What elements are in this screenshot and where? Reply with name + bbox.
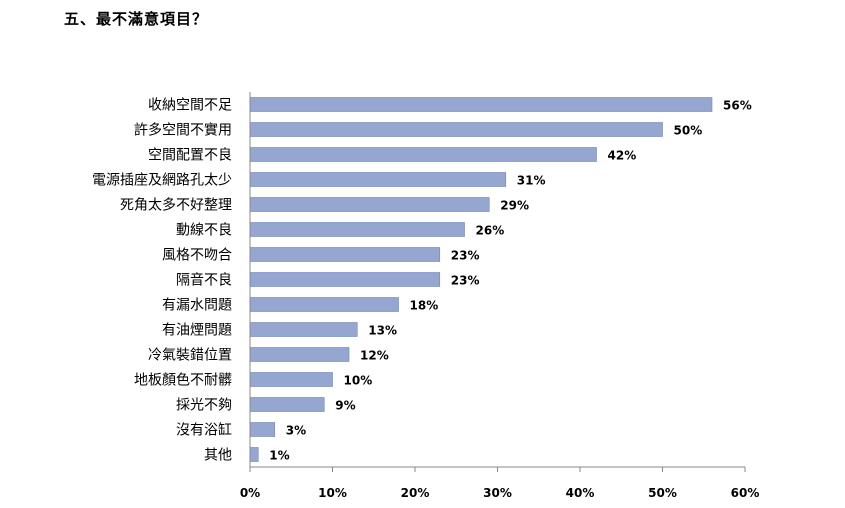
value-label: 18%: [410, 299, 439, 313]
bar: [249, 197, 490, 212]
value-label: 23%: [451, 249, 480, 263]
x-tick-label: 0%: [240, 486, 260, 500]
category-label: 有漏水問題: [162, 298, 232, 314]
bar: [249, 397, 325, 412]
value-label: 31%: [517, 174, 546, 188]
category-label: 空間配置不良: [148, 148, 232, 164]
x-ticks-group: 0% 10% 20% 30% 40% 50% 60%: [240, 467, 760, 500]
value-label: 9%: [335, 399, 355, 413]
bar: [249, 322, 358, 337]
bar: [249, 297, 399, 312]
category-label: 電源插座及網路孔太少: [92, 173, 232, 189]
value-label: 12%: [360, 349, 389, 363]
category-label: 許多空間不實用: [134, 122, 232, 139]
x-tick-label: 10%: [318, 486, 347, 500]
bar: [249, 222, 465, 237]
bar: [249, 447, 259, 462]
bar: [249, 422, 276, 437]
category-label: 收納空間不足: [148, 98, 232, 114]
x-tick-label: 60%: [731, 486, 760, 500]
category-label: 地板顏色不耐髒: [134, 372, 232, 389]
value-label: 3%: [286, 424, 306, 438]
category-label: 其他: [204, 448, 232, 464]
bar: [249, 272, 441, 287]
category-label: 採光不夠: [176, 398, 232, 414]
x-tick-label: 30%: [483, 486, 512, 500]
value-label: 50%: [674, 124, 703, 138]
category-label: 動線不良: [176, 223, 232, 239]
x-tick-label: 40%: [566, 486, 595, 500]
category-labels-group: 收納空間不足許多空間不實用空間配置不良電源插座及網路孔太少死角太多不好整理動線不…: [92, 98, 232, 464]
bar: [249, 122, 663, 137]
category-label: 風格不吻合: [162, 248, 232, 264]
value-label: 13%: [368, 324, 397, 338]
bar: [249, 372, 333, 387]
bar: [249, 347, 350, 362]
value-label: 10%: [344, 374, 373, 388]
bar: [249, 247, 441, 262]
x-tick-label: 20%: [401, 486, 430, 500]
category-label: 沒有浴缸: [176, 422, 232, 439]
value-label: 42%: [608, 149, 637, 163]
bar: [249, 147, 597, 162]
bar: [249, 97, 713, 112]
category-label: 死角太多不好整理: [120, 197, 232, 214]
bar: [249, 172, 507, 187]
value-label: 29%: [500, 199, 529, 213]
value-labels-group: 56% 50% 42% 31% 29% 26% 23% 23% 18% 13% 12% 10% 9% 3%…: [269, 99, 751, 463]
value-label: 56%: [723, 99, 752, 113]
category-label: 隔音不良: [176, 272, 232, 289]
value-label: 1%: [269, 449, 289, 463]
page-title: 五、最不滿意項目？: [64, 10, 209, 28]
category-label: 有油煙問題: [162, 323, 232, 339]
value-label: 23%: [451, 274, 480, 288]
bars-group: [249, 97, 713, 462]
value-label: 26%: [476, 224, 505, 238]
category-label: 冷氣裝錯位置: [148, 348, 232, 364]
x-tick-label: 50%: [648, 486, 677, 500]
